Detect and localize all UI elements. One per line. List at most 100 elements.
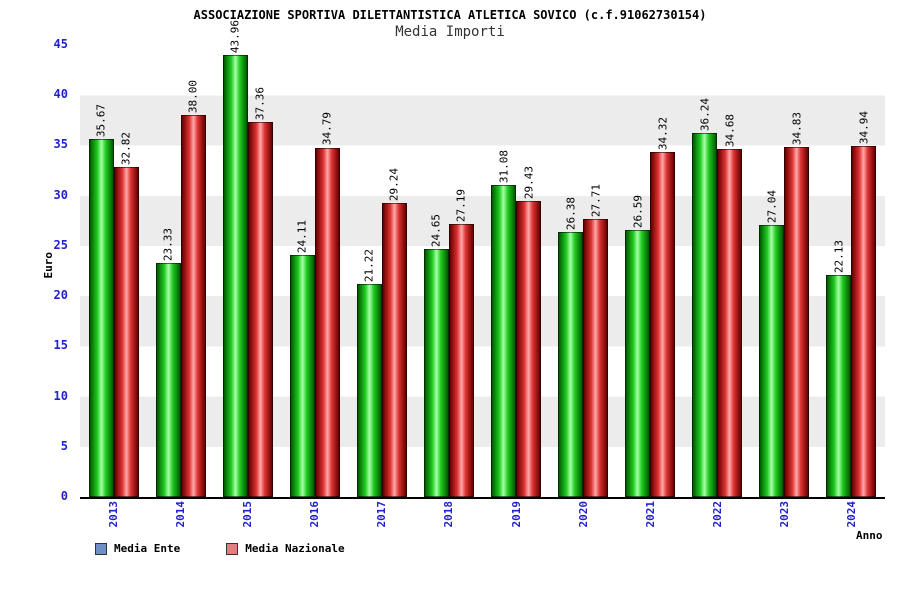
bar-group: 24.11 34.79	[281, 112, 348, 497]
bar-value-label: 34.79	[320, 112, 334, 146]
x-tick-cell: 2020	[550, 501, 617, 528]
legend-item-media-ente: Media Ente	[95, 542, 180, 555]
bar-media-ente: 24.65	[423, 214, 449, 497]
bar-value-label: 31.08	[497, 149, 510, 183]
bar-value-label: 32.82	[119, 132, 133, 166]
bar-value-label: 27.19	[454, 188, 468, 222]
bar-media-nazionale: 34.32	[650, 117, 676, 497]
bar-value-label: 24.65	[429, 214, 443, 248]
bar-value-label: 22.13	[832, 239, 846, 273]
bar-groups: 35.67 32.82 23.33 38.00 43.96 37.36 24.11 34.79…	[80, 20, 885, 497]
x-tick-cell: 2017	[348, 501, 415, 528]
bar-media-nazionale: 29.43	[516, 166, 541, 497]
media-ente-swatch-icon	[95, 542, 107, 555]
bar-group: 23.33 38.00	[147, 80, 214, 497]
bar-group: 43.96 37.36	[214, 20, 281, 497]
bar-value-label: 23.33	[161, 227, 175, 261]
y-tick-label: 10	[53, 388, 68, 403]
bar-value-label: 21.22	[362, 248, 376, 282]
y-tick-label: 45	[53, 37, 68, 51]
x-tick-cell: 2018	[415, 501, 482, 528]
bar-value-label: 34.68	[723, 113, 737, 147]
bar-value-label: 36.24	[698, 97, 712, 131]
bar-value-label: 26.38	[564, 196, 578, 231]
y-tick-label: 25	[53, 237, 68, 252]
x-tick-label: 2019	[509, 501, 523, 528]
bar-group: 27.04 34.83	[751, 112, 818, 497]
bar-value-label: 38.00	[186, 80, 200, 114]
bar-media-nazionale: 34.68	[717, 114, 743, 497]
bar-media-nazionale: 34.94	[851, 111, 877, 497]
bar-media-ente: 23.33	[155, 228, 181, 497]
x-tick-label: 2017	[375, 501, 389, 528]
x-axis-labels: 2013 2014 2015 2016 2017 2018 2019 2020 2021 2022…	[80, 501, 885, 545]
chart-title: ASSOCIAZIONE SPORTIVA DILETTANTISTICA AT…	[193, 8, 707, 22]
bar-media-nazionale: 38.00	[180, 80, 206, 497]
bar-media-nazionale: 27.19	[448, 189, 474, 497]
x-tick-cell: 2015	[214, 501, 281, 528]
plot-area: 35.67 32.82 23.33 38.00 43.96 37.36 24.11 34.79…	[80, 20, 885, 499]
x-tick-cell: 2021	[617, 501, 684, 528]
bar-media-ente: 22.13	[826, 240, 852, 497]
y-tick-label: 30	[53, 187, 68, 202]
x-tick-label: 2016	[308, 501, 322, 528]
bar-media-nazionale: 32.82	[113, 132, 139, 497]
legend-label-media-ente: Media Ente	[114, 542, 181, 555]
legend-label-media-nazionale: Media Nazionale	[245, 542, 345, 555]
x-tick-label: 2020	[576, 501, 590, 528]
bar-value-label: 27.04	[765, 190, 779, 224]
bar-group: 26.38 27.71	[550, 184, 617, 497]
bar-value-label: 35.67	[94, 103, 108, 137]
bar-value-label: 27.71	[589, 183, 603, 217]
bar-value-label: 34.94	[857, 110, 871, 145]
x-tick-label: 2013	[107, 501, 121, 528]
bar-value-label: 29.24	[387, 168, 401, 202]
x-axis-title: Anno	[856, 529, 883, 542]
bar-value-label: 34.83	[790, 112, 804, 146]
y-axis-labels: 0 5 10 15 20 25 30 35 40 45	[0, 37, 76, 503]
bar-value-label: 34.32	[656, 117, 670, 151]
bar-value-label: 26.59	[631, 194, 645, 228]
x-tick-cell: 2016	[281, 501, 348, 528]
x-tick-cell: 2013	[80, 501, 147, 528]
x-tick-label: 2024	[844, 501, 858, 528]
bar-media-ente: 26.38	[558, 197, 584, 497]
y-tick-label: 15	[53, 338, 68, 353]
bar-media-ente: 24.11	[289, 220, 315, 497]
media-nazionale-swatch-icon	[226, 542, 239, 555]
bar-value-label: 29.43	[522, 166, 535, 200]
bar-media-ente: 26.59	[625, 195, 651, 497]
bar-media-ente: 36.24	[692, 98, 718, 497]
bar-media-ente: 35.67	[88, 104, 114, 497]
bar-group: 22.13 34.94	[818, 111, 885, 497]
bar-group: 31.08 29.43	[482, 150, 549, 497]
x-tick-label: 2023	[777, 501, 791, 528]
y-tick-label: 5	[60, 438, 68, 453]
bar-media-ente: 31.08	[491, 150, 516, 497]
bar-group: 21.22 29.24	[348, 168, 415, 497]
y-tick-label: 20	[53, 288, 68, 303]
bar-group: 35.67 32.82	[80, 104, 147, 497]
x-tick-label: 2018	[442, 501, 456, 528]
bar-media-ente: 21.22	[356, 249, 382, 497]
bar-value-label: 37.36	[253, 86, 267, 120]
x-tick-label: 2015	[241, 501, 255, 528]
chart-subtitle: Media Importi	[395, 24, 505, 40]
bar-media-ente: 27.04	[759, 190, 785, 497]
x-tick-label: 2021	[643, 501, 657, 528]
bar-value-label: 24.11	[295, 219, 309, 253]
bar-media-nazionale: 27.71	[583, 184, 609, 497]
bar-media-nazionale: 34.79	[314, 112, 340, 497]
bar-value-label: 43.96	[228, 20, 242, 54]
y-tick-label: 40	[53, 87, 68, 102]
bar-media-nazionale: 37.36	[247, 87, 273, 497]
x-tick-label: 2014	[174, 501, 188, 528]
bar-media-ente: 43.96	[222, 20, 248, 497]
legend-item-media-nazionale: Media Nazionale	[226, 542, 345, 555]
x-tick-cell: 2014	[147, 501, 214, 528]
bar-media-nazionale: 34.83	[784, 112, 810, 497]
bar-media-nazionale: 29.24	[381, 168, 407, 497]
x-tick-label: 2022	[710, 501, 724, 528]
bar-group: 36.24 34.68	[684, 98, 751, 497]
